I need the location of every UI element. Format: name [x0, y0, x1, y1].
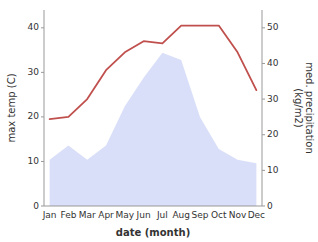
x-tick-label: Nov: [229, 210, 247, 220]
y2-tick: [262, 63, 265, 64]
temperature-line: [50, 26, 257, 120]
y2-tick-label: 20: [267, 129, 279, 139]
y-tick: [41, 116, 44, 117]
precipitation-area: [50, 53, 257, 206]
x-tick-label: Sep: [191, 210, 208, 220]
y-tick: [41, 27, 44, 28]
y-tick: [41, 206, 44, 207]
x-tick-label: Feb: [60, 210, 76, 220]
y2-axis-label: med. precipitation(kg/m2): [293, 62, 316, 154]
x-tick-label: Mar: [79, 210, 96, 220]
x-tick-label: Apr: [98, 210, 114, 220]
x-axis-label: date (month): [116, 227, 190, 238]
y-tick-label: 10: [28, 156, 40, 166]
y2-tick-label: 30: [267, 94, 279, 104]
x-axis-line: [44, 206, 262, 207]
y-tick-label: 20: [28, 111, 40, 121]
y2-tick: [262, 206, 265, 207]
y-tick-label: 40: [28, 22, 40, 32]
y-axis-line: [44, 10, 45, 206]
y-axis-label: max temp (C): [6, 73, 17, 142]
y2-axis-label-line: med. precipitation: [304, 62, 315, 154]
x-tick-label: Jul: [156, 210, 168, 220]
y2-tick: [262, 170, 265, 171]
y2-axis-line: [262, 10, 263, 206]
x-tick-label: Aug: [172, 210, 190, 220]
y2-tick: [262, 27, 265, 28]
chart: 0 10 20 30 40 0 10 20 30 40 50 JanFebMarAprMayJun Ju…: [0, 0, 318, 242]
y2-axis-label-line: (kg/m2): [293, 88, 304, 128]
x-tick-label: Jan: [42, 210, 57, 220]
x-tick-label: May: [116, 210, 135, 220]
y-tick-label: 30: [28, 67, 40, 77]
y2-tick-label: 10: [267, 165, 279, 175]
plot-area: [50, 26, 257, 206]
y-tick: [41, 72, 44, 73]
x-tick-label: Dec: [248, 210, 265, 220]
x-tick-label: Jun: [136, 210, 151, 220]
y2-tick-label: 0: [267, 201, 273, 211]
x-tick-label: Oct: [211, 210, 227, 220]
y2-tick-label: 50: [267, 22, 279, 32]
y2-tick: [262, 99, 265, 100]
y2-tick: [262, 134, 265, 135]
y-tick-label: 0: [33, 201, 39, 211]
y-tick: [41, 161, 44, 162]
y2-tick-label: 40: [267, 58, 279, 68]
